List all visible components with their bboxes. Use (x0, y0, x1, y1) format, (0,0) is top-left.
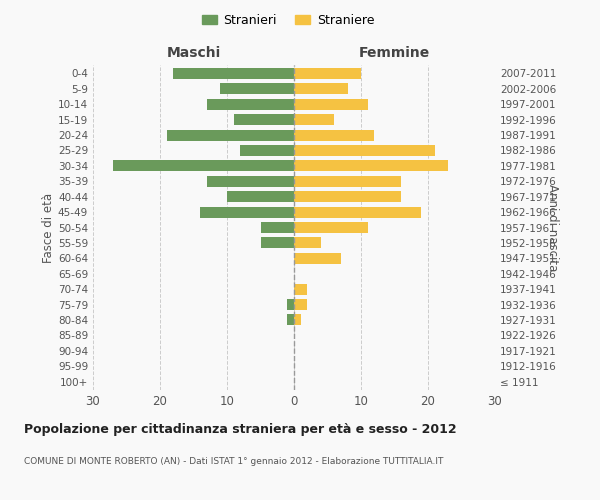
Bar (294, 68, 361, 79)
Bar (294, 130, 374, 140)
Bar (294, 191, 401, 202)
Bar (287, 314, 294, 326)
Bar (294, 98, 368, 110)
Bar (294, 238, 321, 248)
Bar (241, 145, 294, 156)
Bar (234, 114, 294, 125)
Bar (220, 84, 294, 94)
Bar (294, 284, 307, 294)
Bar (167, 130, 294, 140)
Y-axis label: Fasce di età: Fasce di età (42, 192, 55, 262)
Bar (227, 191, 294, 202)
Bar (113, 160, 294, 172)
Bar (294, 206, 421, 218)
Bar (260, 222, 294, 233)
Bar (294, 253, 341, 264)
Bar (294, 114, 334, 125)
Bar (173, 68, 294, 79)
Bar (207, 98, 294, 110)
Bar (294, 299, 307, 310)
Bar (260, 238, 294, 248)
Legend: Stranieri, Straniere: Stranieri, Straniere (197, 8, 379, 32)
Text: COMUNE DI MONTE ROBERTO (AN) - Dati ISTAT 1° gennaio 2012 - Elaborazione TUTTITA: COMUNE DI MONTE ROBERTO (AN) - Dati ISTA… (24, 458, 443, 466)
Bar (294, 314, 301, 326)
Text: Popolazione per cittadinanza straniera per età e sesso - 2012: Popolazione per cittadinanza straniera p… (24, 422, 457, 436)
Text: Maschi: Maschi (166, 46, 221, 60)
Bar (207, 176, 294, 187)
Bar (287, 299, 294, 310)
Y-axis label: Anni di nascita: Anni di nascita (547, 184, 559, 271)
Text: Femmine: Femmine (359, 46, 430, 60)
Bar (294, 84, 347, 94)
Bar (294, 145, 435, 156)
Bar (294, 176, 401, 187)
Bar (200, 206, 294, 218)
Bar (294, 160, 448, 172)
Bar (294, 222, 368, 233)
